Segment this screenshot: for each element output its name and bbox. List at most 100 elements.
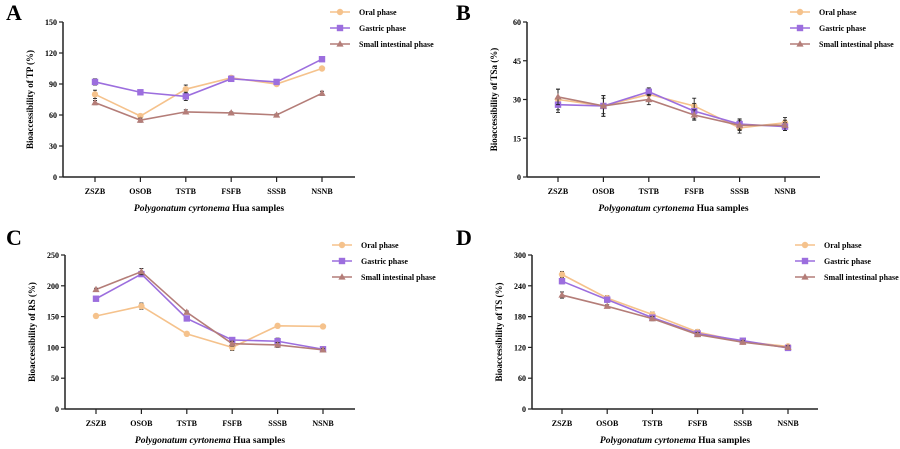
series-oral-phase [91, 65, 326, 120]
x-tick-label: FSFB [222, 419, 242, 428]
legend-label: Oral phase [361, 241, 399, 250]
data-point [319, 323, 327, 330]
data-point [92, 295, 100, 302]
data-point [599, 102, 607, 109]
x-tick-label: TSTB [642, 419, 663, 428]
data-point [137, 267, 145, 275]
y-tick-label: 0 [53, 173, 57, 182]
x-axis-label: Polygonatum cyrtonema Hua samples [598, 204, 748, 214]
y-axis-label: Bioaccessibility of TP (%) [25, 50, 35, 149]
data-point [736, 121, 744, 128]
y-tick-label: 45 [513, 57, 521, 66]
legend-label: Small intestinal phase [361, 273, 436, 282]
legend-marker [336, 40, 344, 47]
data-point [91, 98, 99, 106]
x-axis-label: Polygonatum cyrtonema Hua samples [600, 436, 750, 446]
data-point [92, 312, 100, 320]
data-point [645, 88, 652, 95]
y-tick-label: 200 [47, 282, 59, 291]
series-line [94, 67, 323, 117]
x-tick-label: ZSZB [86, 419, 107, 428]
x-tick-label: SSSB [733, 419, 752, 428]
series-gastric-phase [554, 87, 789, 131]
y-tick-label: 30 [513, 96, 521, 105]
data-point [274, 341, 282, 348]
series-small-intestinal-phase [558, 291, 792, 350]
legend-marker [801, 273, 809, 280]
x-tick-label: FSFB [221, 187, 241, 196]
x-tick-label: TSTB [177, 419, 198, 428]
panel-a: 0 30 60 90 120 150 ZSZB OSOB TSTB FSFB SSSB NSNB Pol… [0, 0, 450, 224]
data-point [781, 121, 789, 128]
data-point [228, 75, 235, 83]
legend-marker [336, 8, 344, 16]
data-point [137, 89, 144, 96]
legend-label: Oral phase [359, 8, 397, 17]
y-tick-label: 100 [47, 343, 59, 352]
data-point [137, 112, 144, 120]
y-tick-label: 150 [47, 313, 59, 322]
legend-marker [338, 241, 346, 249]
legend-marker [796, 24, 804, 32]
data-point [784, 343, 792, 350]
data-point [182, 85, 189, 93]
panel-c: 0 50 100 150 200 250 ZSZB OSOB TSTB FSFB SSSB NSNB P… [0, 225, 450, 449]
panel-b: 0 15 30 45 60 ZSZB OSOB TSTB FSFB SSSB NSNB Polygon… [450, 0, 900, 224]
x-tick-label: OSOB [130, 419, 153, 428]
series-line [561, 280, 789, 349]
data-point [182, 93, 189, 100]
data-point [604, 296, 611, 303]
series-oral-phase [558, 270, 792, 350]
x-axis-label: Polygonatum cyrtonema Hua samples [135, 436, 285, 446]
x-tick-label: OSOB [129, 187, 152, 196]
legend-label: Small intestinal phase [359, 40, 434, 49]
y-tick-label: 150 [45, 18, 57, 27]
x-tick-label: SSSB [267, 187, 286, 196]
y-tick-label: 60 [518, 374, 526, 383]
series-small-intestinal-phase [554, 88, 789, 131]
data-point [182, 108, 190, 115]
y-tick-label: 90 [49, 80, 57, 89]
legend-marker [338, 273, 346, 280]
legend-label: Gastric phase [824, 257, 871, 266]
data-point [558, 291, 566, 298]
data-point [645, 95, 653, 103]
data-point [558, 271, 566, 278]
panel-d: 0 60 120 180 240 300 ZSZB OSOB TSTB FSFB SSSB NSNB P… [450, 225, 900, 449]
data-point [648, 314, 656, 322]
data-point [183, 330, 190, 338]
series-gastric-phase [91, 56, 326, 101]
y-tick-label: 60 [513, 18, 521, 27]
legend-label: Small intestinal phase [824, 273, 899, 282]
series-line [557, 96, 785, 127]
chart-a: 0 30 60 90 120 150 ZSZB OSOB TSTB FSFB SSSB NSNB Pol… [25, 8, 434, 214]
legend-label: Gastric phase [361, 257, 408, 266]
data-point [228, 339, 236, 347]
y-tick-label: 120 [514, 343, 526, 352]
x-tick-label: ZSZB [548, 187, 569, 196]
series-line [95, 273, 324, 351]
x-tick-label: OSOB [592, 187, 615, 196]
data-point [318, 65, 326, 72]
data-point [183, 308, 191, 315]
chart-c: 0 50 100 150 200 250 ZSZB OSOB TSTB FSFB SSSB NSNB P… [27, 241, 436, 446]
x-tick-label: TSTB [639, 187, 660, 196]
legend-label: Gastric phase [819, 24, 866, 33]
legend-label: Oral phase [824, 241, 862, 250]
legend-marker [796, 40, 804, 47]
x-tick-label: NSNB [312, 419, 334, 428]
x-tick-label: NSNB [777, 419, 799, 428]
y-tick-label: 250 [47, 251, 59, 260]
y-axis-label: Bioaccessibility of TS (%) [494, 282, 504, 381]
data-point [91, 91, 99, 98]
data-point [690, 111, 698, 118]
chart-b: 0 15 30 45 60 ZSZB OSOB TSTB FSFB SSSB NSNB Polygon… [489, 8, 894, 214]
data-point [227, 109, 235, 116]
legend-label: Gastric phase [359, 24, 406, 33]
series-line [94, 92, 323, 121]
x-tick-label: NSNB [774, 187, 796, 196]
x-tick-label: SSSB [730, 187, 749, 196]
panel-label: A [6, 0, 22, 25]
y-axis-label: Bioaccessibility of TSa (%) [489, 48, 499, 152]
panel-label: D [456, 225, 472, 250]
